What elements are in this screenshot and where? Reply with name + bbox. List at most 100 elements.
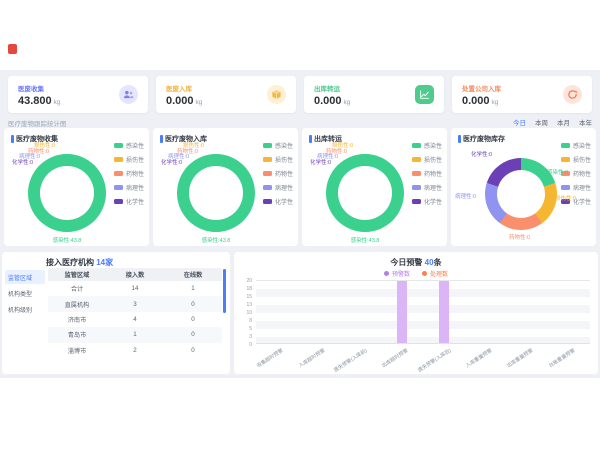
kpi-title: 医废收集: [18, 85, 44, 93]
cycle-arrows-icon: [563, 85, 582, 104]
donut-panel-title: 医疗废物入库: [160, 134, 207, 144]
table-cell: 0: [191, 346, 195, 354]
legend-item-感染性[interactable]: 感染性: [113, 141, 144, 150]
kpi-unit: kg: [343, 98, 351, 106]
y-tick-label: 8: [249, 317, 252, 324]
legend-item-药物性[interactable]: 药物性: [560, 169, 591, 178]
table-cell: 1: [191, 285, 195, 293]
bar-slot-2: [298, 281, 340, 343]
y-tick-label: 3: [249, 333, 252, 340]
x-axis-label: 出库超时预警: [381, 347, 410, 370]
legend-item-药物性[interactable]: 药物性: [411, 169, 442, 178]
table-tab-机构类型[interactable]: 机构类型: [8, 291, 33, 298]
legend-label: 化学性: [274, 200, 293, 206]
legend-item-感染性[interactable]: 感染性: [262, 141, 293, 150]
filter-option-本月[interactable]: 本月: [557, 120, 570, 127]
bar-slot-8: [548, 281, 590, 343]
table-tab-机构级别[interactable]: 机构级别: [8, 307, 33, 314]
donut-chart[interactable]: [326, 154, 404, 232]
legend-item-化学性[interactable]: 化学性: [411, 197, 442, 206]
table-cell: 4: [133, 315, 137, 323]
donut-panel-2: 医疗废物入库 感染性 损伤性 药物性 病理性 化学性 损伤性:0 药物性:0 病理性:0 化学性:…: [153, 128, 298, 246]
donut-panel-title: 医疗废物库存: [458, 134, 505, 144]
legend-label: 损伤性: [572, 158, 591, 164]
legend-item-损伤性[interactable]: 损伤性: [113, 155, 144, 164]
callout-label: 化学性:0: [310, 159, 332, 166]
table-tab-监管区域[interactable]: 监管区域: [5, 270, 45, 284]
bar-出库超时预警[interactable]: [397, 281, 408, 343]
institutions-panel-title: 接入医疗机构 14家: [46, 257, 113, 268]
legend-item-化学性[interactable]: 化学性: [113, 197, 144, 206]
legend-item-病理性[interactable]: 病理性: [560, 183, 591, 192]
legend-swatch: [411, 142, 421, 149]
alerts-panel: 今日预警 40条 预警数 处理数 20 18 15 13 10 8 5 3 0 收集超时预警 入库超…: [234, 252, 598, 374]
donut-chart[interactable]: [485, 158, 557, 230]
bar-slot-5: [423, 281, 465, 343]
legend-item-化学性[interactable]: 化学性: [560, 197, 591, 206]
table-cell: 青岛市: [67, 332, 87, 340]
callout-label: 化学性:0: [471, 152, 493, 158]
donut-legend: 感染性损伤性药物性病理性化学性: [113, 141, 144, 206]
y-tick-label: 18: [246, 285, 252, 292]
filter-option-今日[interactable]: 今日: [513, 120, 526, 127]
bar-slot-4: [381, 281, 423, 343]
alerts-legend-item-处理数[interactable]: 处理数: [422, 269, 448, 278]
legend-label: 病理性: [572, 186, 591, 192]
legend-item-药物性[interactable]: 药物性: [113, 169, 144, 178]
legend-swatch: [411, 170, 421, 177]
legend-item-损伤性[interactable]: 损伤性: [411, 155, 442, 164]
table-cell: 0: [191, 331, 195, 339]
callout-label: 化学性:0: [161, 159, 183, 166]
table-cell: 2: [133, 346, 137, 354]
legend-item-病理性[interactable]: 病理性: [411, 183, 442, 192]
y-tick-label: 5: [249, 325, 252, 332]
y-tick-label: 10: [246, 309, 252, 316]
donut-main-label: 感染性:43.8: [52, 238, 82, 244]
table-cell: 0: [191, 315, 195, 323]
alerts-legend: 预警数 处理数: [234, 269, 598, 278]
donut-chart[interactable]: [28, 154, 106, 232]
logo-mark: [8, 44, 17, 54]
callout-label: 药物性:0: [177, 148, 199, 155]
callout-label: 药物性:0: [326, 148, 348, 155]
legend-swatch: [262, 170, 272, 177]
legend-swatch: [113, 142, 123, 149]
legend-item-损伤性[interactable]: 损伤性: [262, 155, 293, 164]
alerts-bar-plot[interactable]: [256, 280, 590, 344]
charts-section-title: 医疗废物跟踪统计图: [8, 121, 67, 128]
alerts-legend-item-预警数[interactable]: 预警数: [383, 269, 410, 278]
donut-chart[interactable]: [177, 154, 255, 232]
legend-label: 损伤性: [274, 158, 293, 164]
alerts-panel-title: 今日预警 40条: [234, 257, 598, 268]
bar-遗失预警(入库后)[interactable]: [438, 281, 449, 343]
donut-main-label: 感染性:43.8: [350, 238, 380, 244]
legend-item-药物性[interactable]: 药物性: [262, 169, 293, 178]
table-header-cell: 接入数: [125, 272, 145, 279]
table-cell: 合计: [70, 286, 84, 294]
legend-item-病理性[interactable]: 病理性: [113, 183, 144, 192]
legend-item-损伤性[interactable]: 损伤性: [560, 155, 591, 164]
table-cell: 1: [133, 331, 137, 339]
filter-option-本周[interactable]: 本周: [535, 120, 548, 127]
legend-swatch: [411, 156, 421, 163]
legend-item-感染性[interactable]: 感染性: [560, 141, 591, 150]
kpi-card-text: 医废收集 43.800 kg: [18, 83, 61, 107]
callout-label: 损伤性:0: [555, 196, 577, 202]
institutions-table: 监管区域 接入数 在线数 合计 14 1 直属机构 3 0 济南市 4 0 青岛市 1 0 淄博市 2 0: [48, 268, 222, 358]
callout-label: 药物性:0: [509, 235, 531, 241]
donut-hole: [497, 170, 545, 218]
filter-option-本年[interactable]: 本年: [579, 120, 592, 127]
legend-item-化学性[interactable]: 化学性: [262, 197, 293, 206]
table-row: 济南市 4 0: [48, 312, 222, 327]
legend-item-病理性[interactable]: 病理性: [262, 183, 293, 192]
kpi-card-text: 医废入库 0.000 kg: [166, 83, 202, 107]
donut-panels-row: 医疗废物收集 感染性 损伤性 药物性 病理性 化学性 损伤性:0 药物性:0 病理性:0 化学性:…: [4, 128, 596, 246]
legend-item-感染性[interactable]: 感染性: [411, 141, 442, 150]
table-scrollbar[interactable]: [222, 269, 226, 313]
x-axis-label: 台账重量预警: [548, 347, 577, 370]
legend-label: 感染性: [572, 144, 591, 150]
x-axis-label: 入库超时预警: [297, 347, 327, 370]
legend-swatch: [560, 156, 570, 163]
kpi-value: 0.000 kg: [166, 94, 203, 107]
legend-label: 药物性: [423, 172, 442, 178]
